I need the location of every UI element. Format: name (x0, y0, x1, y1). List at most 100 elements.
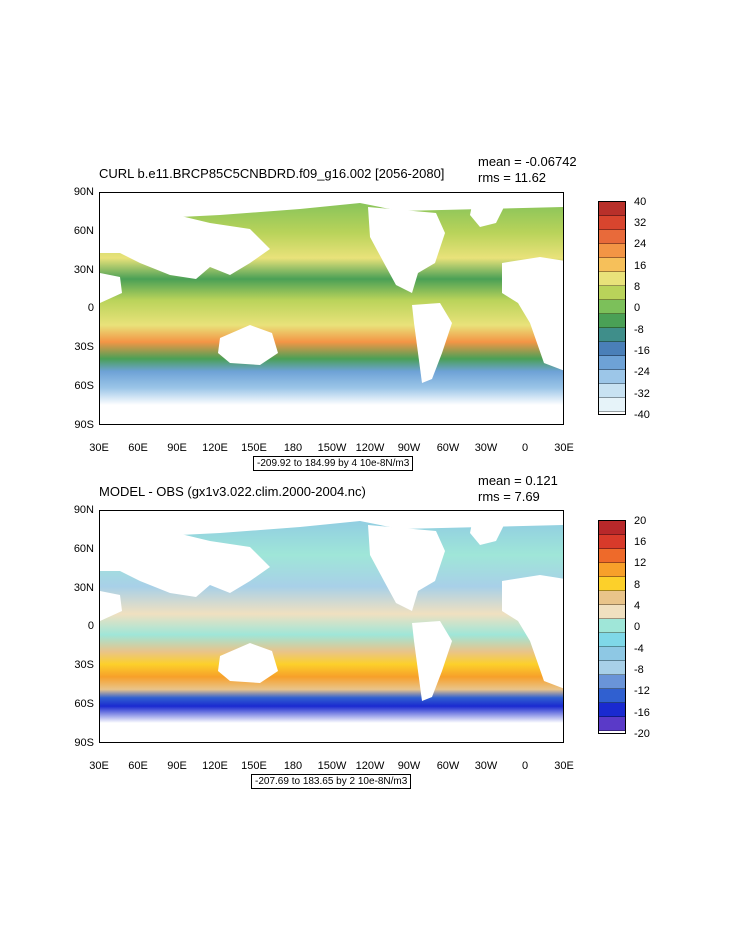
y-tick-label: 30S (74, 659, 94, 671)
land-asia (100, 211, 270, 279)
antarctica-mask (100, 405, 563, 424)
x-tick-label: 180 (283, 760, 303, 772)
land-australia (218, 643, 278, 683)
land-africa-europe (502, 575, 563, 689)
colorbar-label: 4 (634, 600, 641, 612)
y-tick-label: 0 (87, 620, 94, 632)
x-tick-label: 120W (355, 760, 385, 772)
colorbar-label: -24 (634, 366, 650, 378)
colorbar-swatch (599, 272, 625, 286)
colorbar-label: 20 (634, 515, 647, 527)
colorbar-label: -20 (634, 728, 650, 740)
land-south-america (412, 303, 452, 383)
colorbar-label: -40 (634, 409, 650, 421)
x-tick-label: 90W (397, 442, 421, 454)
colorbar-swatch (599, 244, 625, 258)
colorbar-swatch (599, 258, 625, 272)
colorbar-swatch (599, 535, 625, 549)
map-plot (99, 510, 564, 743)
x-tick-label: 30E (89, 442, 109, 454)
colorbar-swatch (599, 675, 625, 689)
y-tick-label: 90N (73, 186, 94, 198)
x-tick-label: 90E (167, 760, 187, 772)
rms-label: rms = 7.69 (478, 489, 540, 504)
colorbar-swatch (599, 661, 625, 675)
colorbar-swatch (599, 398, 625, 412)
x-tick-label: 30E (89, 760, 109, 772)
y-tick-label: 30S (74, 341, 94, 353)
mean-label: mean = 0.121 (478, 473, 558, 488)
colorbar-swatch (599, 521, 625, 535)
y-tick-label: 90N (73, 504, 94, 516)
colorbar-label: 16 (634, 536, 647, 548)
colorbar-swatch (599, 370, 625, 384)
colorbar-swatch (599, 342, 625, 356)
map-panel-model-minus-obs: MODEL - OBS (gx1v3.022.clim.2000-2004.nc… (0, 470, 733, 800)
range-label: -207.69 to 183.65 by 2 10e-8N/m3 (251, 774, 412, 789)
y-tick-label: 90S (74, 419, 94, 431)
panel-title: CURL b.e11.BRCP85C5CNBDRD.f09_g16.002 [2… (99, 166, 445, 181)
colorbar-swatch (599, 314, 625, 328)
arctic-mask (100, 511, 563, 539)
colorbar-label: 40 (634, 196, 647, 208)
x-tick-label: 150E (241, 760, 267, 772)
x-tick-label: 60W (436, 760, 460, 772)
colorbar-label: 32 (634, 217, 647, 229)
colorbar-label: -8 (634, 324, 644, 336)
x-tick-label: 60W (436, 442, 460, 454)
arctic-mask (100, 193, 563, 221)
colorbar-label: -16 (634, 707, 650, 719)
range-label: -209.92 to 184.99 by 4 10e-8N/m3 (253, 456, 414, 471)
land-north-america (368, 207, 445, 293)
antarctica-mask (100, 723, 563, 742)
x-tick-label: 60E (128, 760, 148, 772)
colorbar-swatch (599, 605, 625, 619)
x-tick-label: 30E (554, 760, 574, 772)
x-tick-label: 150W (317, 760, 347, 772)
y-tick-label: 90S (74, 737, 94, 749)
colorbar-label: 0 (634, 621, 641, 633)
colorbar-label: -32 (634, 388, 650, 400)
colorbar-swatch (599, 230, 625, 244)
colorbar-label: -12 (634, 685, 650, 697)
x-tick-label: 180 (283, 442, 303, 454)
y-tick-label: 60N (73, 225, 94, 237)
colorbar-swatch (599, 633, 625, 647)
colorbar-label: 8 (634, 281, 641, 293)
colorbar-swatch (599, 647, 625, 661)
x-tick-label: 0 (521, 442, 529, 454)
colorbar (598, 201, 626, 415)
x-tick-label: 90W (397, 760, 421, 772)
x-tick-label: 30E (554, 442, 574, 454)
land-australia (218, 325, 278, 365)
x-tick-label: 90E (167, 442, 187, 454)
world-map-field (100, 511, 563, 742)
colorbar-swatch (599, 549, 625, 563)
mean-label: mean = -0.06742 (478, 154, 577, 169)
colorbar-label: -4 (634, 643, 644, 655)
x-tick-label: 150E (241, 442, 267, 454)
world-map-field (100, 193, 563, 424)
y-tick-label: 0 (87, 302, 94, 314)
land-africa-east (100, 273, 122, 303)
colorbar-label: 24 (634, 238, 647, 250)
x-tick-label: 120E (202, 760, 228, 772)
map-panel-curl: CURL b.e11.BRCP85C5CNBDRD.f09_g16.002 [2… (0, 150, 733, 480)
x-tick-label: 150W (317, 442, 347, 454)
y-tick-label: 30N (73, 264, 94, 276)
colorbar-swatch (599, 300, 625, 314)
y-tick-label: 60S (74, 698, 94, 710)
colorbar-swatch (599, 328, 625, 342)
colorbar-swatch (599, 384, 625, 398)
land-south-america (412, 621, 452, 701)
y-tick-label: 30N (73, 582, 94, 594)
x-tick-label: 120E (202, 442, 228, 454)
colorbar-swatch (599, 216, 625, 230)
land-greenland (470, 523, 504, 545)
colorbar-swatch (599, 563, 625, 577)
land-north-america (368, 525, 445, 611)
colorbar-label: -16 (634, 345, 650, 357)
map-plot (99, 192, 564, 425)
land-africa-east (100, 591, 122, 621)
colorbar-swatch (599, 619, 625, 633)
